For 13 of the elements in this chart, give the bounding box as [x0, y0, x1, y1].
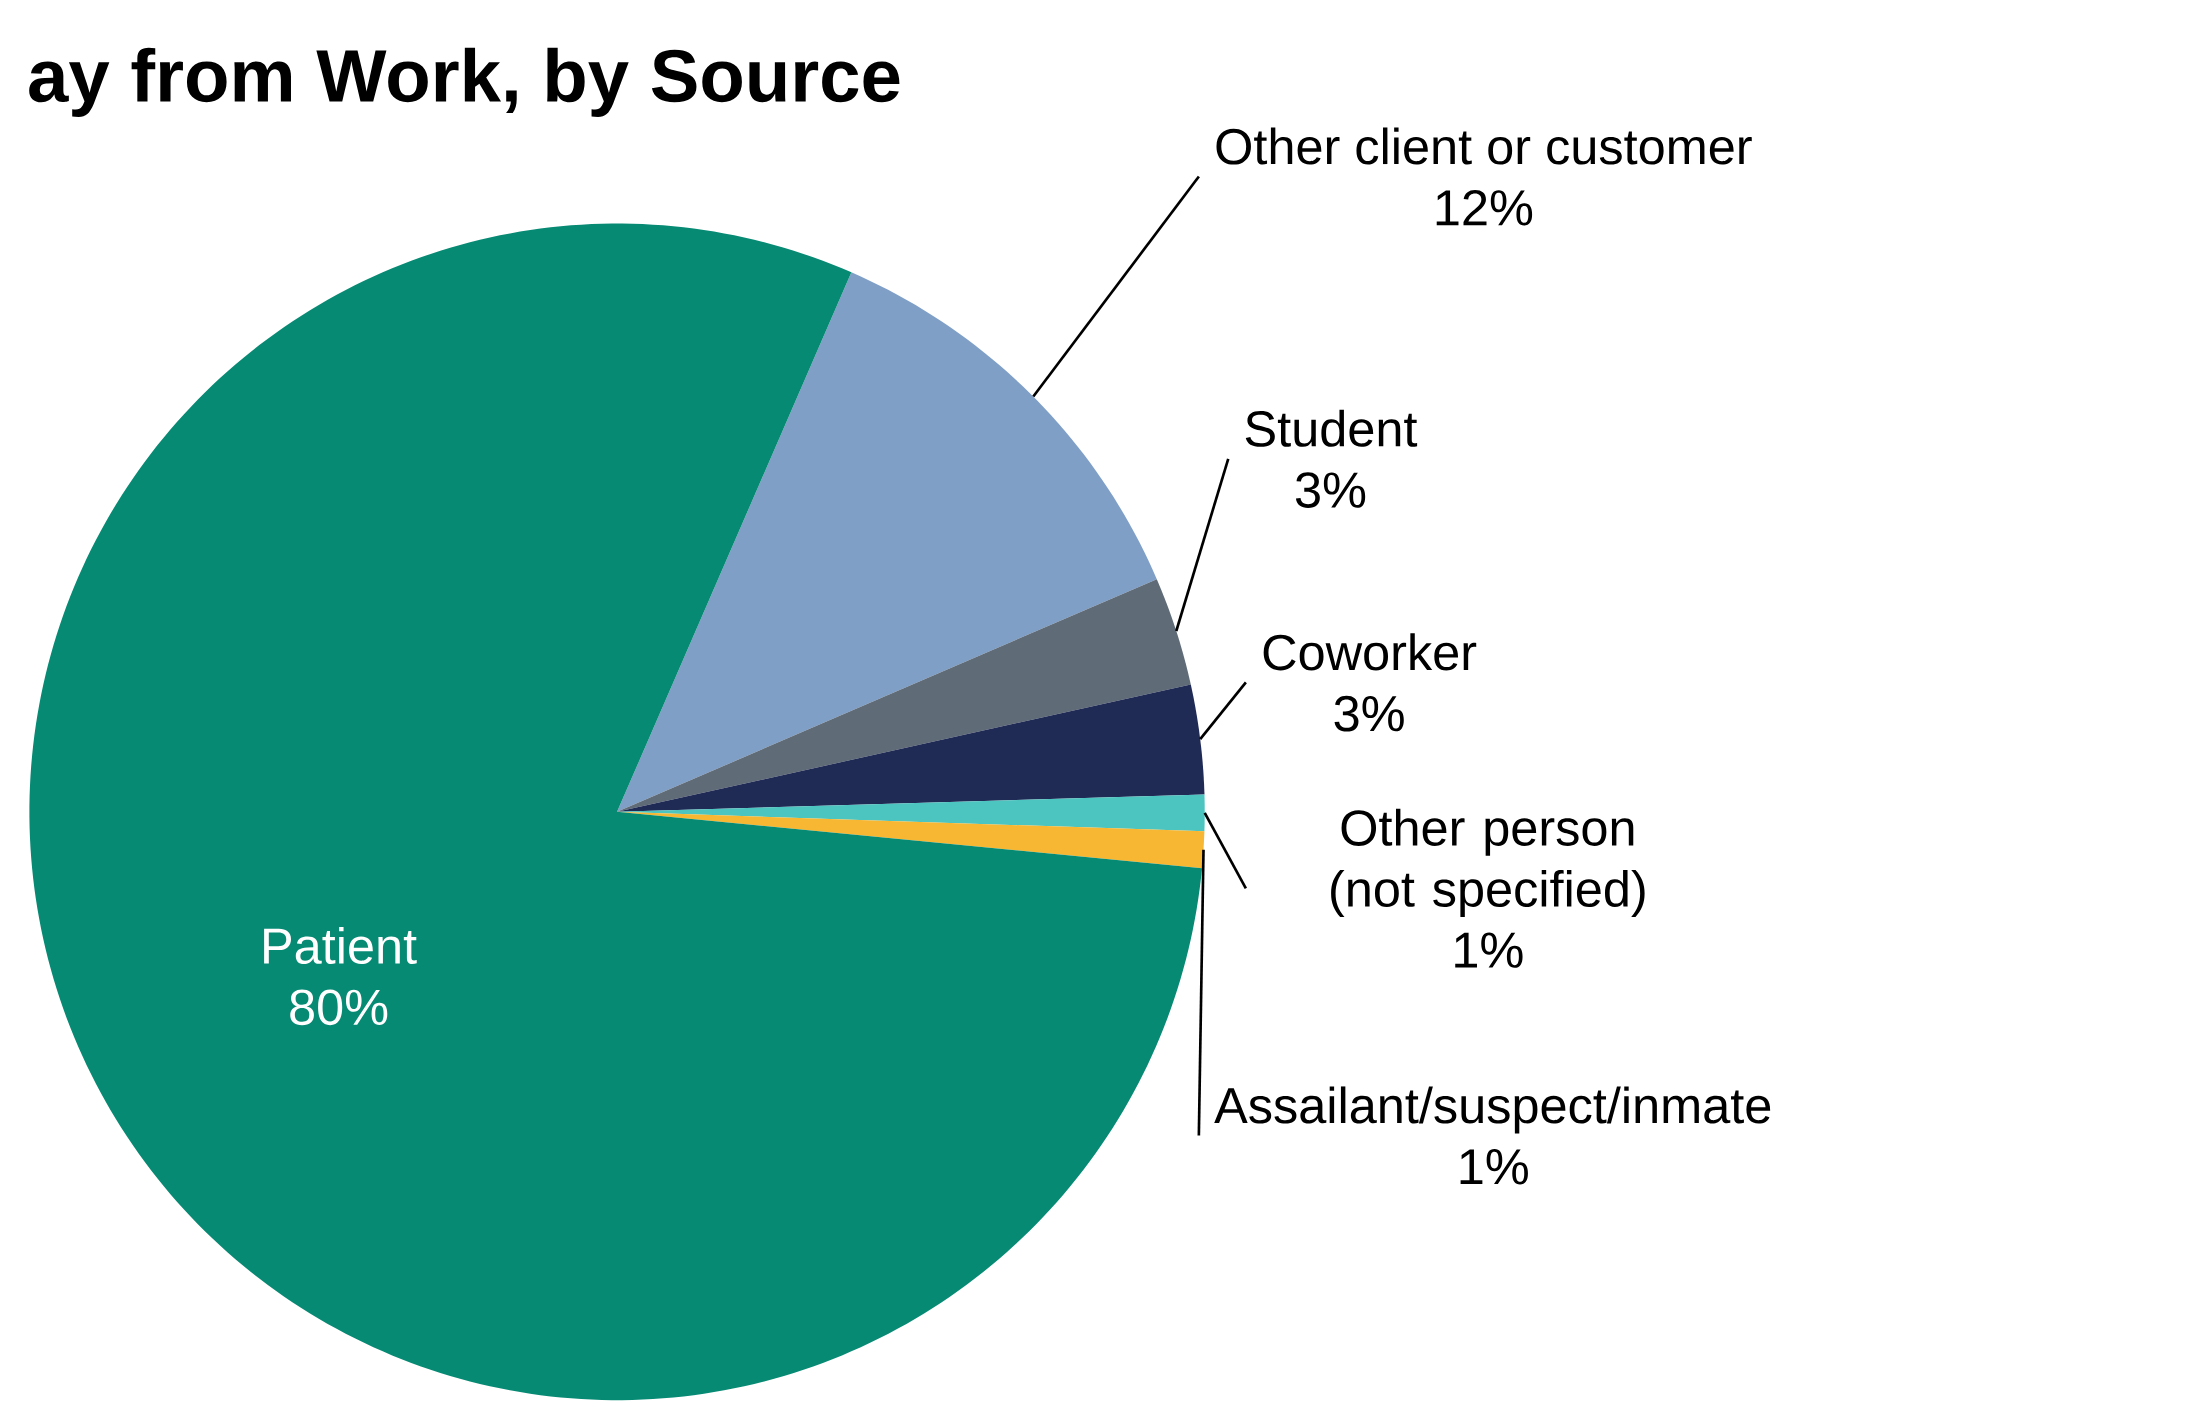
- data-label: 3%: [1295, 472, 1366, 508]
- slice-label: Student: [1245, 409, 1418, 447]
- slice-label: Other person (not specified): [1331, 808, 1645, 917]
- data-label: 1%: [1460, 1149, 1528, 1185]
- slice-label: Coworker: [1263, 633, 1477, 671]
- slice-label: Assailant/suspect/inmate: [1214, 1086, 1771, 1134]
- data-label: 3%: [1334, 695, 1404, 732]
- data-label: 1%: [1455, 932, 1523, 968]
- data-label: 12%: [1436, 189, 1533, 226]
- slice-label: Patient: [264, 926, 417, 965]
- data-label: 80%: [290, 989, 388, 1026]
- chart-title: ay from Work, by Source: [29, 47, 900, 118]
- slice-label: Other client or customer: [1216, 127, 1752, 165]
